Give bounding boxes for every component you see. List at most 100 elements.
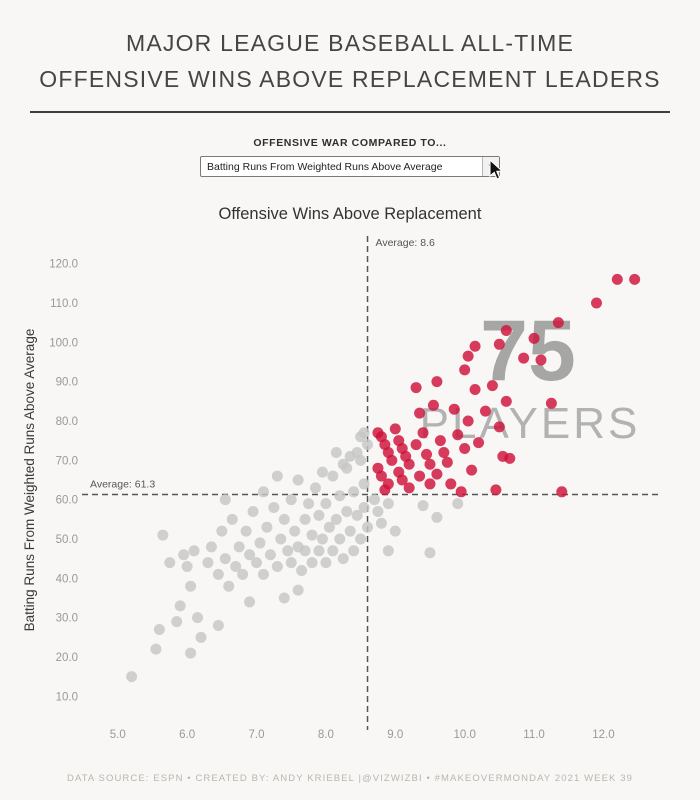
- data-point-other-players[interactable]: [341, 506, 353, 518]
- data-point-leaders-above-both-averages[interactable]: [441, 457, 453, 469]
- data-point-other-players[interactable]: [358, 478, 370, 490]
- data-point-other-players[interactable]: [337, 553, 349, 565]
- data-point-leaders-above-both-averages[interactable]: [462, 415, 474, 427]
- data-point-other-players[interactable]: [306, 557, 318, 569]
- data-point-leaders-above-both-averages[interactable]: [462, 350, 474, 362]
- data-point-other-players[interactable]: [296, 565, 308, 577]
- data-point-leaders-above-both-averages[interactable]: [414, 407, 426, 419]
- data-point-other-players[interactable]: [299, 514, 311, 526]
- data-point-leaders-above-both-averages[interactable]: [493, 339, 505, 351]
- data-point-other-players[interactable]: [244, 596, 256, 608]
- data-point-other-players[interactable]: [355, 533, 367, 545]
- data-point-other-players[interactable]: [219, 553, 231, 565]
- data-point-other-players[interactable]: [254, 537, 266, 549]
- data-point-other-players[interactable]: [323, 521, 335, 533]
- data-point-other-players[interactable]: [320, 557, 332, 569]
- data-point-leaders-above-both-averages[interactable]: [469, 384, 481, 396]
- data-point-other-players[interactable]: [327, 470, 339, 482]
- data-point-other-players[interactable]: [212, 569, 224, 581]
- data-point-leaders-above-both-averages[interactable]: [452, 429, 464, 441]
- data-point-other-players[interactable]: [417, 500, 429, 512]
- data-point-leaders-above-both-averages[interactable]: [459, 364, 471, 376]
- data-point-leaders-above-both-averages[interactable]: [421, 449, 433, 461]
- data-point-other-players[interactable]: [185, 580, 197, 592]
- data-point-other-players[interactable]: [164, 557, 176, 569]
- data-point-other-players[interactable]: [202, 557, 214, 569]
- data-point-other-players[interactable]: [299, 545, 311, 557]
- data-point-other-players[interactable]: [316, 466, 328, 478]
- data-point-leaders-above-both-averages[interactable]: [379, 484, 391, 496]
- comparison-dropdown[interactable]: Batting Runs From Weighted Runs Above Av…: [200, 156, 500, 178]
- data-point-leaders-above-both-averages[interactable]: [438, 447, 450, 459]
- scatter-svg[interactable]: 75 PLAYERS Batting Runs From Weighted Ru…: [20, 230, 680, 775]
- data-point-leaders-above-both-averages[interactable]: [518, 352, 530, 364]
- data-point-other-players[interactable]: [355, 455, 367, 467]
- data-point-other-players[interactable]: [240, 525, 252, 537]
- data-point-other-players[interactable]: [313, 545, 325, 557]
- data-point-leaders-above-both-averages[interactable]: [434, 435, 446, 447]
- data-point-other-players[interactable]: [237, 569, 249, 581]
- data-point-leaders-above-both-averages[interactable]: [500, 396, 512, 408]
- data-point-other-players[interactable]: [375, 518, 387, 530]
- data-point-other-players[interactable]: [247, 506, 259, 518]
- data-point-other-players[interactable]: [362, 439, 374, 451]
- data-point-other-players[interactable]: [278, 592, 290, 604]
- data-point-other-players[interactable]: [424, 547, 436, 559]
- data-point-other-players[interactable]: [126, 671, 138, 683]
- data-point-leaders-above-both-averages[interactable]: [493, 421, 505, 433]
- data-point-other-players[interactable]: [292, 474, 304, 486]
- data-point-other-players[interactable]: [368, 494, 380, 506]
- data-point-other-players[interactable]: [389, 525, 401, 537]
- data-point-other-players[interactable]: [264, 549, 276, 561]
- data-point-other-players[interactable]: [358, 502, 370, 514]
- data-point-leaders-above-both-averages[interactable]: [448, 403, 460, 415]
- data-point-leaders-above-both-averages[interactable]: [445, 478, 457, 490]
- data-point-other-players[interactable]: [351, 510, 363, 522]
- data-point-leaders-above-both-averages[interactable]: [424, 459, 436, 471]
- data-point-other-players[interactable]: [230, 561, 242, 573]
- data-point-leaders-above-both-averages[interactable]: [590, 297, 602, 309]
- data-point-other-players[interactable]: [205, 541, 217, 553]
- data-point-other-players[interactable]: [431, 512, 443, 524]
- data-point-other-players[interactable]: [362, 521, 374, 533]
- data-point-leaders-above-both-averages[interactable]: [466, 464, 478, 476]
- data-point-other-players[interactable]: [285, 557, 297, 569]
- data-point-leaders-above-both-averages[interactable]: [500, 325, 512, 337]
- data-point-other-players[interactable]: [330, 514, 342, 526]
- data-point-leaders-above-both-averages[interactable]: [431, 468, 443, 480]
- data-point-other-players[interactable]: [292, 584, 304, 596]
- data-point-other-players[interactable]: [268, 502, 280, 514]
- data-point-other-players[interactable]: [334, 533, 346, 545]
- data-point-leaders-above-both-averages[interactable]: [414, 470, 426, 482]
- data-point-other-players[interactable]: [185, 647, 197, 659]
- data-point-leaders-above-both-averages[interactable]: [403, 482, 415, 494]
- data-point-leaders-above-both-averages[interactable]: [504, 453, 516, 465]
- data-point-leaders-above-both-averages[interactable]: [490, 484, 502, 496]
- data-point-other-players[interactable]: [233, 541, 245, 553]
- data-point-other-players[interactable]: [192, 612, 204, 624]
- data-point-other-players[interactable]: [344, 525, 356, 537]
- data-point-other-players[interactable]: [309, 482, 321, 494]
- data-point-other-players[interactable]: [271, 470, 283, 482]
- data-point-leaders-above-both-averages[interactable]: [410, 382, 422, 394]
- data-point-other-players[interactable]: [257, 486, 269, 498]
- data-point-leaders-above-both-averages[interactable]: [403, 459, 415, 471]
- data-point-other-players[interactable]: [285, 494, 297, 506]
- data-point-leaders-above-both-averages[interactable]: [459, 443, 471, 455]
- data-point-other-players[interactable]: [257, 569, 269, 581]
- data-point-other-players[interactable]: [327, 545, 339, 557]
- data-point-other-players[interactable]: [348, 486, 360, 498]
- data-point-other-players[interactable]: [278, 514, 290, 526]
- data-point-other-players[interactable]: [174, 600, 186, 612]
- data-point-other-players[interactable]: [157, 529, 169, 541]
- data-point-other-players[interactable]: [334, 490, 346, 502]
- data-point-leaders-above-both-averages[interactable]: [431, 376, 443, 388]
- data-point-leaders-above-both-averages[interactable]: [389, 423, 401, 435]
- data-point-other-players[interactable]: [372, 506, 384, 518]
- data-point-other-players[interactable]: [303, 498, 315, 510]
- data-point-other-players[interactable]: [358, 427, 370, 439]
- data-point-other-players[interactable]: [382, 545, 394, 557]
- data-point-leaders-above-both-averages[interactable]: [552, 317, 564, 329]
- data-point-leaders-above-both-averages[interactable]: [469, 341, 481, 353]
- data-point-leaders-above-both-averages[interactable]: [375, 470, 387, 482]
